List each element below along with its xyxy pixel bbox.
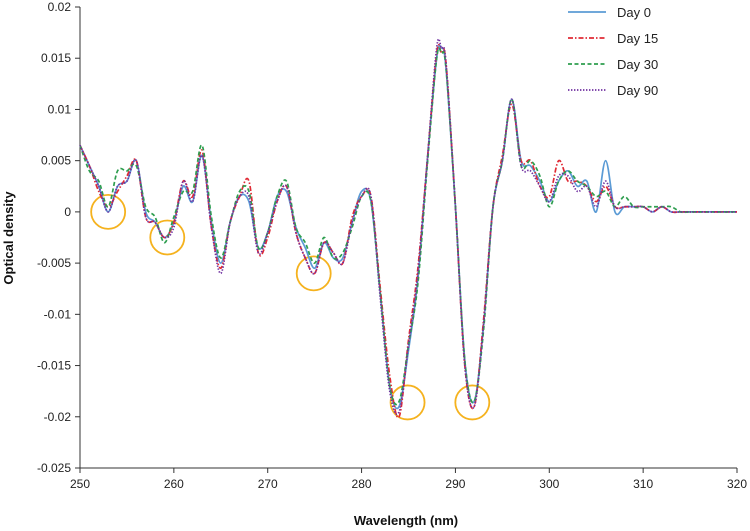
y-tick-label: -0.015 (37, 359, 71, 373)
x-tick-label: 290 (445, 477, 465, 491)
x-tick-label: 260 (164, 477, 184, 491)
y-tick-label: 0 (64, 205, 71, 219)
x-tick-label: 320 (727, 477, 747, 491)
axes: -0.025 -0.02 -0.015 -0.01 -0.005 0 0.005 0.01 0.… (37, 0, 747, 491)
legend-label: Day 30 (617, 57, 658, 72)
y-tick-label: -0.01 (44, 307, 72, 321)
annotation-circle (295, 255, 332, 292)
y-tick-label: 0.005 (41, 154, 71, 168)
annotation-circle (90, 193, 127, 230)
y-tick-label: 0.01 (48, 102, 72, 116)
y-tick-label: -0.02 (44, 410, 72, 424)
series-line-2 (79, 43, 737, 419)
legend: Day 0 Day 15 Day 30 Day 90 (568, 5, 658, 98)
y-tick-label: -0.005 (37, 256, 71, 270)
y-tick-label: 0.02 (48, 0, 72, 14)
series-line-3 (79, 47, 737, 406)
annotation-circle (149, 219, 186, 256)
y-tick-label: 0.015 (41, 51, 71, 65)
x-tick-label: 250 (70, 477, 90, 491)
x-tick-label: 300 (539, 477, 559, 491)
x-tick-label: 270 (258, 477, 278, 491)
series-line-4 (79, 38, 737, 416)
legend-label: Day 90 (617, 83, 658, 98)
x-tick-label: 310 (633, 477, 653, 491)
annotation-circle (389, 384, 426, 421)
x-axis-title: Wavelength (nm) (354, 513, 458, 528)
x-tick-label: 280 (352, 477, 372, 491)
legend-label: Day 15 (617, 31, 658, 46)
y-axis-title: Optical density (1, 191, 16, 285)
y-tick-label: -0.025 (37, 461, 71, 475)
legend-label: Day 0 (617, 5, 651, 20)
annotation-circle (454, 384, 491, 421)
series-line-1 (79, 44, 737, 410)
annotation-circles (90, 193, 491, 421)
series-lines (79, 38, 737, 419)
